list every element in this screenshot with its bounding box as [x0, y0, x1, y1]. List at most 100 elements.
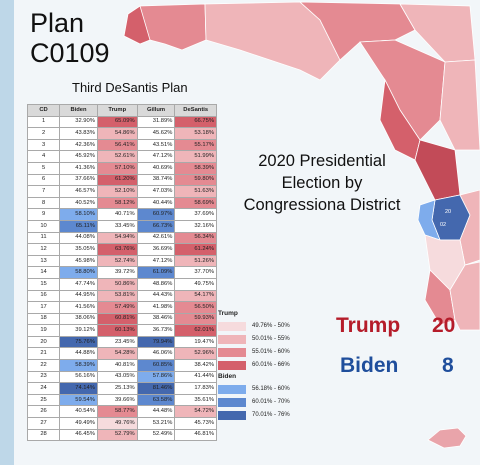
- percent-cell: 41.36%: [59, 161, 98, 175]
- cd-cell: 2: [26, 127, 61, 140]
- district-shape: [427, 427, 467, 449]
- table-row: 11 44.08% 54.94% 42.61% 56.34%: [26, 231, 217, 245]
- percent-cell: 38.42%: [174, 359, 217, 372]
- percent-cell: 65.09%: [96, 115, 138, 129]
- percent-cell: 47.74%: [59, 277, 98, 291]
- percent-cell: 79.94%: [136, 335, 176, 349]
- percent-cell: 63.76%: [96, 243, 138, 256]
- cd-cell: 8: [26, 196, 61, 210]
- table-row: 19 39.12% 60.13% 36.73% 62.01%: [26, 324, 217, 337]
- percent-cell: 39.72%: [96, 266, 138, 279]
- legend-row: 60.01% - 66%: [218, 359, 290, 371]
- percent-cell: 43.83%: [59, 127, 98, 140]
- percent-cell: 54.17%: [174, 289, 217, 303]
- percent-cell: 60.13%: [96, 324, 138, 337]
- percent-cell: 45.98%: [59, 254, 98, 268]
- table-header-row: CD Biden Trump Gillum DeSantis: [26, 104, 217, 117]
- percent-cell: 48.86%: [136, 277, 176, 291]
- table-body: 1 32.90% 65.09% 31.89% 66.75% 2 43.83% 54.86% 45…: [26, 115, 217, 442]
- percent-cell: 54.72%: [174, 405, 217, 419]
- percent-cell: 31.89%: [136, 115, 176, 129]
- district-shape: [449, 261, 480, 331]
- legend-label: 70.01% - 76%: [252, 412, 290, 418]
- table-row: 17 41.56% 57.49% 41.98% 56.50%: [26, 301, 217, 314]
- table-row: 8 40.52% 58.12% 40.44% 58.69%: [26, 196, 217, 210]
- percent-cell: 59.54%: [59, 393, 98, 407]
- percent-cell: 57.10%: [96, 161, 138, 175]
- cd-cell: 21: [26, 347, 61, 361]
- percent-cell: 61.24%: [174, 243, 217, 256]
- percent-cell: 36.73%: [136, 324, 176, 337]
- percent-cell: 35.05%: [59, 243, 98, 256]
- percent-cell: 44.48%: [136, 405, 176, 419]
- percent-cell: 36.69%: [136, 243, 176, 256]
- percent-cell: 37.69%: [174, 208, 217, 221]
- percent-cell: 58.77%: [96, 405, 138, 419]
- percent-cell: 40.69%: [136, 161, 176, 175]
- cd-cell: 25: [26, 393, 61, 407]
- cd-cell: 22: [26, 359, 61, 372]
- table-row: 28 46.45% 52.79% 52.49% 46.81%: [26, 428, 217, 442]
- percent-cell: 40.44%: [136, 196, 176, 210]
- cd-cell: 18: [26, 312, 61, 326]
- percent-cell: 62.01%: [174, 324, 217, 337]
- district-label: 02: [440, 222, 446, 228]
- percent-cell: 37.66%: [59, 173, 98, 187]
- table-row: 23 56.16% 43.05% 57.86% 41.44%: [26, 370, 217, 384]
- percent-cell: 40.71%: [96, 208, 138, 221]
- cd-cell: 17: [26, 301, 61, 314]
- column-header: Trump: [96, 104, 138, 117]
- legend-row: 49.76% - 50%: [218, 320, 290, 332]
- percent-cell: 41.44%: [174, 370, 217, 384]
- table-row: 12 35.05% 63.76% 36.69% 61.24%: [26, 243, 217, 256]
- legend-trump-bins: 49.76% - 50% 50.01% - 55% 55.01% - 60% 60.0…: [218, 320, 290, 371]
- cd-cell: 13: [26, 254, 61, 268]
- district-shape: [123, 5, 151, 45]
- cd-cell: 20: [26, 335, 61, 349]
- percent-cell: 56.34%: [174, 231, 217, 245]
- table-row: 25 59.54% 39.66% 63.58% 35.61%: [26, 393, 217, 407]
- percent-cell: 46.06%: [136, 347, 176, 361]
- cd-cell: 1: [26, 115, 61, 129]
- district-shape: [424, 269, 456, 326]
- percent-cell: 61.20%: [96, 173, 138, 187]
- percent-cell: 61.09%: [136, 266, 176, 279]
- percent-cell: 65.11%: [59, 219, 98, 233]
- column-header: Biden: [59, 104, 98, 117]
- legend-row: 60.01% - 70%: [218, 396, 290, 408]
- cd-cell: 14: [26, 266, 61, 279]
- percent-cell: 39.12%: [59, 324, 98, 337]
- percent-cell: 52.61%: [96, 150, 138, 163]
- legend-swatch: [218, 321, 246, 331]
- table-row: 4 45.92% 52.61% 47.12% 51.99%: [26, 150, 217, 163]
- percent-cell: 66.73%: [136, 219, 176, 233]
- cd-cell: 27: [26, 417, 61, 430]
- legend-row: 70.01% - 76%: [218, 409, 290, 421]
- percent-cell: 43.51%: [136, 138, 176, 152]
- legend: Trump 49.76% - 50% 50.01% - 55% 55.01% - 6…: [218, 308, 290, 422]
- legend-swatch: [218, 397, 246, 407]
- cd-cell: 19: [26, 324, 61, 337]
- percent-cell: 25.13%: [96, 382, 138, 395]
- percent-cell: 38.46%: [136, 312, 176, 326]
- percent-cell: 52.49%: [136, 428, 176, 442]
- percent-cell: 47.12%: [136, 254, 176, 268]
- table-row: 10 65.11% 33.45% 66.73% 32.16%: [26, 219, 217, 233]
- percent-cell: 44.88%: [59, 347, 98, 361]
- cd-cell: 12: [26, 243, 61, 256]
- map-title-line: Congressiona District: [243, 196, 401, 214]
- legend-label: 60.01% - 66%: [252, 362, 290, 368]
- cd-cell: 7: [26, 185, 61, 198]
- percent-cell: 32.90%: [59, 115, 98, 129]
- table-row: 14 58.80% 39.72% 61.09% 37.70%: [26, 266, 217, 279]
- cd-cell: 24: [26, 382, 61, 395]
- percent-cell: 52.79%: [96, 428, 138, 442]
- percent-cell: 17.83%: [174, 382, 217, 395]
- percent-cell: 53.81%: [96, 289, 138, 303]
- column-header: DeSantis: [174, 104, 217, 117]
- percent-cell: 54.94%: [96, 231, 138, 245]
- legend-swatch: [218, 410, 246, 420]
- percent-cell: 60.81%: [96, 312, 138, 326]
- table-row: 27 49.49% 49.76% 53.21% 45.73%: [26, 417, 217, 430]
- percent-cell: 63.58%: [136, 393, 176, 407]
